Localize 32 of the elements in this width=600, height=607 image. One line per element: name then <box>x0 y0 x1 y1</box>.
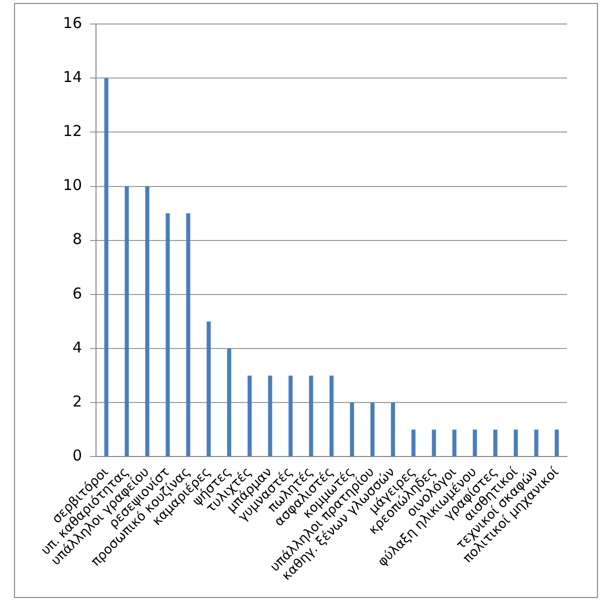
bar <box>411 430 416 456</box>
bar <box>452 430 456 456</box>
bar <box>472 430 477 456</box>
bar <box>227 348 232 456</box>
bar <box>166 213 170 456</box>
y-tick-label: 6 <box>72 284 82 302</box>
y-tick-label: 10 <box>62 176 82 194</box>
bar <box>248 376 252 456</box>
y-tick-label: 0 <box>72 446 82 465</box>
y-tick-label: 8 <box>72 230 82 248</box>
y-tick-label: 4 <box>72 338 82 356</box>
bar <box>534 430 538 456</box>
bar <box>268 376 272 456</box>
bar <box>493 430 498 456</box>
bar <box>554 430 559 456</box>
y-tick-label: 16 <box>62 14 82 32</box>
bar <box>186 213 190 456</box>
bar <box>145 186 150 456</box>
bar <box>124 186 129 456</box>
bar <box>309 376 314 456</box>
y-tick-label: 12 <box>62 122 82 140</box>
bar <box>288 376 293 456</box>
bar <box>329 376 334 456</box>
y-tick-label: 2 <box>72 392 82 411</box>
bar <box>514 430 518 456</box>
bar <box>370 402 375 456</box>
bar <box>104 78 108 456</box>
bar <box>206 321 211 456</box>
bar <box>432 430 436 456</box>
bar <box>350 402 354 456</box>
bar <box>390 402 396 456</box>
y-tick-label: 14 <box>62 68 82 86</box>
